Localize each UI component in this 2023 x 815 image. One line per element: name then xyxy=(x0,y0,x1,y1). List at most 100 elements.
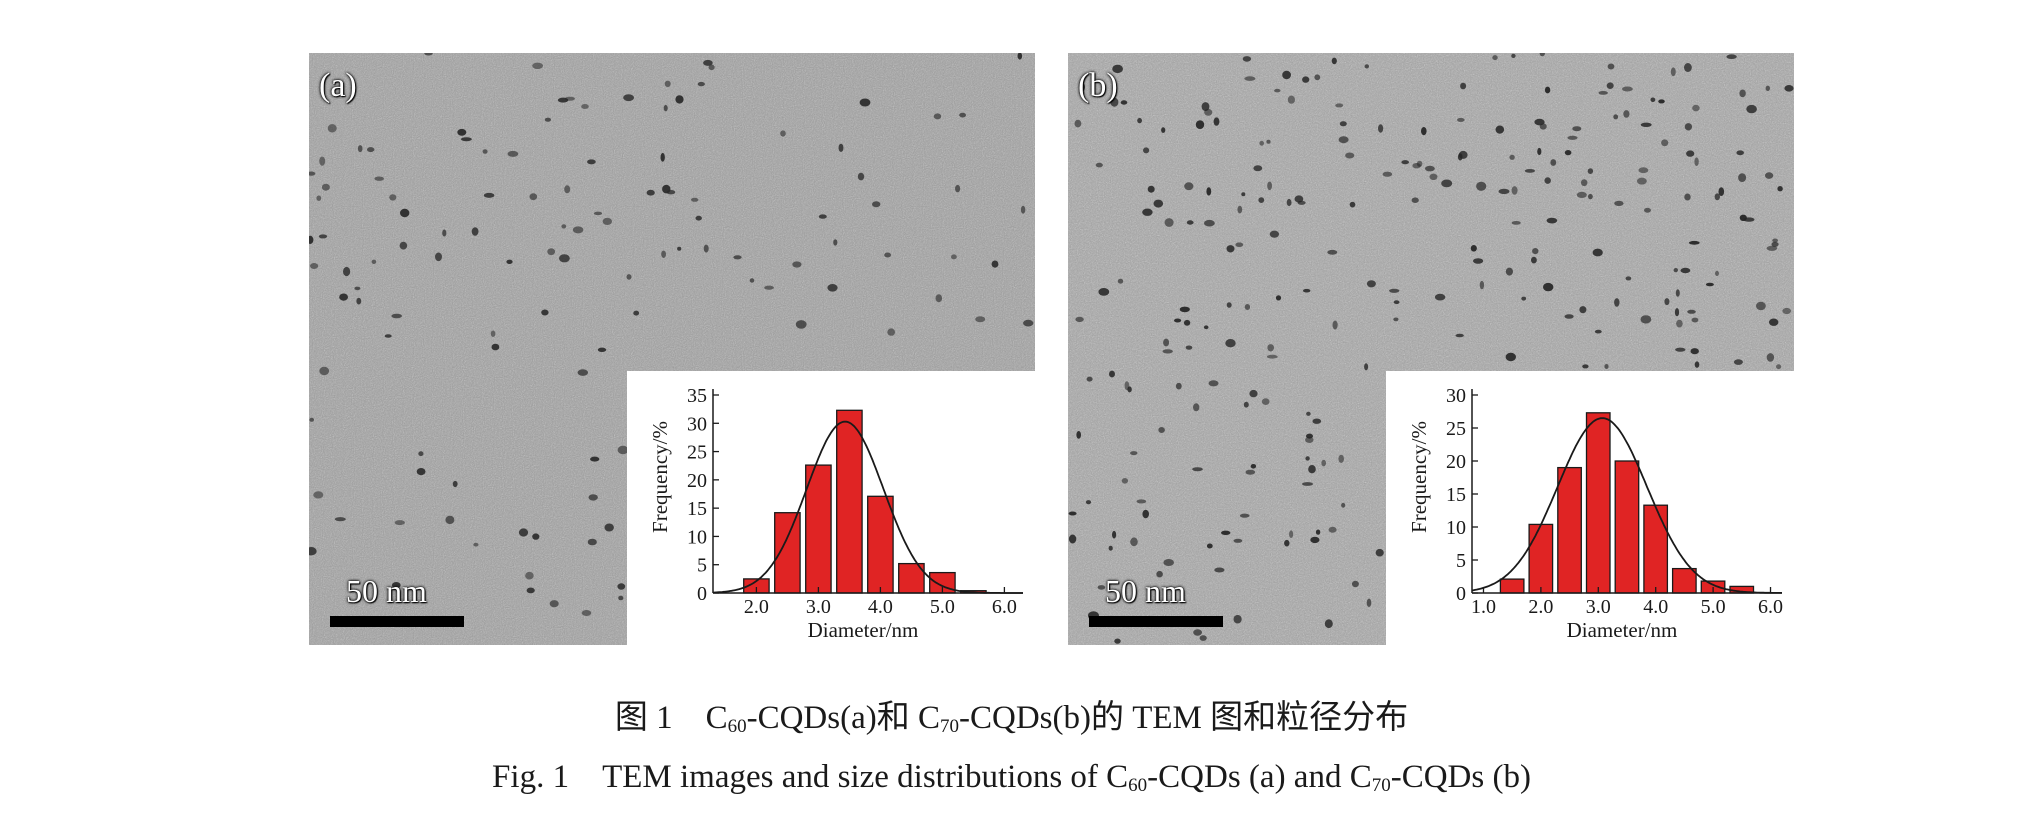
nanoparticle-dot xyxy=(491,343,500,351)
nanoparticle-dot xyxy=(703,59,713,66)
nanoparticle-dot xyxy=(1098,288,1110,296)
nanoparticle-dot xyxy=(1614,200,1624,206)
nanoparticle-dot xyxy=(1640,122,1652,128)
nanoparticle-dot xyxy=(1184,182,1194,191)
y-tick-label: 10 xyxy=(687,526,707,548)
nanoparticle-dot xyxy=(1539,53,1545,57)
caption-en-sub: 60 xyxy=(1128,775,1148,796)
y-tick-label: 5 xyxy=(1456,550,1466,572)
nanoparticle-dot xyxy=(664,80,671,87)
nanoparticle-dot xyxy=(677,246,682,251)
nanoparticle-dot xyxy=(617,445,629,455)
y-tick-label: 25 xyxy=(1446,418,1466,440)
nanoparticle-dot xyxy=(1772,238,1778,243)
nanoparticle-dot xyxy=(1286,198,1292,207)
nanoparticle-dot xyxy=(1675,347,1686,352)
nanoparticle-dot xyxy=(356,297,362,305)
nanoparticle-dot xyxy=(1249,389,1258,398)
nanoparticle-dot xyxy=(374,176,384,181)
nanoparticle-dot xyxy=(588,494,598,501)
nanoparticle-dot xyxy=(1746,104,1757,114)
nanoparticle-dot xyxy=(1068,534,1077,544)
nanoparticle-dot xyxy=(780,130,786,137)
nanoparticle-dot xyxy=(1594,329,1602,334)
nanoparticle-dot xyxy=(1389,288,1400,293)
nanoparticle-dot xyxy=(424,53,433,56)
nanoparticle-dot xyxy=(955,184,961,193)
nanoparticle-dot xyxy=(749,278,755,283)
nanoparticle-dot xyxy=(661,250,666,258)
nanoparticle-dot xyxy=(1457,117,1465,122)
nanoparticle-dot xyxy=(1623,110,1630,118)
nanoparticle-dot xyxy=(483,192,495,198)
nanoparticle-dot xyxy=(1074,119,1082,128)
caption-cn-sub: 60 xyxy=(727,716,747,737)
nanoparticle-dot xyxy=(1130,451,1138,456)
caption-en-part: -CQDs (b) xyxy=(1390,759,1531,795)
nanoparticle-dot xyxy=(1250,464,1257,469)
nanoparticle-dot xyxy=(1460,82,1467,90)
nanoparticle-dot xyxy=(357,145,363,153)
x-tick-label: 2.0 xyxy=(744,596,769,618)
scale-bar-b xyxy=(1089,616,1223,627)
y-tick-label: 20 xyxy=(687,470,707,492)
nanoparticle-dot xyxy=(1425,165,1435,172)
nanoparticle-dot xyxy=(975,316,986,323)
nanoparticle-dot xyxy=(318,234,328,239)
nanoparticle-dot xyxy=(1544,86,1551,94)
nanoparticle-dot xyxy=(1393,300,1400,305)
nanoparticle-dot xyxy=(1204,219,1215,227)
nanoparticle-dot xyxy=(1756,301,1766,311)
nanoparticle-dot xyxy=(1739,89,1746,98)
nanoparticle-dot xyxy=(1114,638,1121,644)
nanoparticle-dot xyxy=(1638,167,1649,174)
nanoparticle-dot xyxy=(660,152,665,162)
tem-image-a xyxy=(309,53,1035,645)
nanoparticle-dot xyxy=(1130,537,1138,547)
histogram-inset-a: 0 5 10 15 20 25 30 35 2.0 3.0 4.0 5.0 6.0 Frequency/… xyxy=(627,371,1035,645)
y-tick-label: 0 xyxy=(1456,583,1466,605)
nanoparticle-dot xyxy=(1214,567,1225,573)
nanoparticle-dot xyxy=(1366,598,1372,607)
nanoparticle-dot xyxy=(1694,157,1699,166)
nanoparticle-dot xyxy=(564,185,571,194)
nanoparticle-dot xyxy=(1607,63,1615,70)
nanoparticle-dot xyxy=(1684,123,1692,131)
nanoparticle-dot xyxy=(1457,153,1463,161)
nanoparticle-dot xyxy=(959,112,966,118)
nanoparticle-dot xyxy=(1351,580,1359,588)
nanoparticle-dot xyxy=(1640,315,1652,324)
nanoparticle-dot xyxy=(1183,319,1191,326)
nanoparticle-dot xyxy=(1075,316,1084,323)
nanoparticle-dot xyxy=(1765,85,1770,91)
nanoparticle-dot xyxy=(384,334,392,338)
nanoparticle-dot xyxy=(418,451,424,457)
nanoparticle-dot xyxy=(518,528,529,537)
nanoparticle-dot xyxy=(1324,619,1333,629)
nanoparticle-dot xyxy=(327,124,337,133)
nanoparticle-dot xyxy=(1680,267,1691,274)
nanoparticle-dot xyxy=(1310,536,1320,544)
nanoparticle-dot xyxy=(1193,403,1200,412)
nanoparticle-dot xyxy=(1226,245,1235,253)
nanoparticle-dot xyxy=(1524,169,1535,173)
histogram-b-ylabel: Frequency/% xyxy=(1407,421,1431,533)
nanoparticle-dot xyxy=(1308,465,1316,474)
nanoparticle-dot xyxy=(691,197,699,202)
nanoparticle-dot xyxy=(1470,245,1477,252)
x-tick-label: 2.0 xyxy=(1528,596,1553,618)
nanoparticle-dot xyxy=(593,211,603,216)
nanoparticle-dot xyxy=(1244,304,1251,310)
nanoparticle-dot xyxy=(633,310,640,316)
nanoparticle-dot xyxy=(1738,173,1747,182)
nanoparticle-dot xyxy=(795,320,807,329)
nanoparticle-dot xyxy=(581,610,592,616)
nanoparticle-dot xyxy=(1492,55,1498,61)
x-tick-label: 3.0 xyxy=(1586,596,1611,618)
nanoparticle-dot xyxy=(1378,124,1384,133)
nanoparticle-dot xyxy=(310,263,319,269)
nanoparticle-dot xyxy=(367,147,375,153)
nanoparticle-dot xyxy=(1675,289,1680,297)
histogram-a-ylabel: Frequency/% xyxy=(648,421,672,533)
nanoparticle-dot xyxy=(1315,529,1321,535)
